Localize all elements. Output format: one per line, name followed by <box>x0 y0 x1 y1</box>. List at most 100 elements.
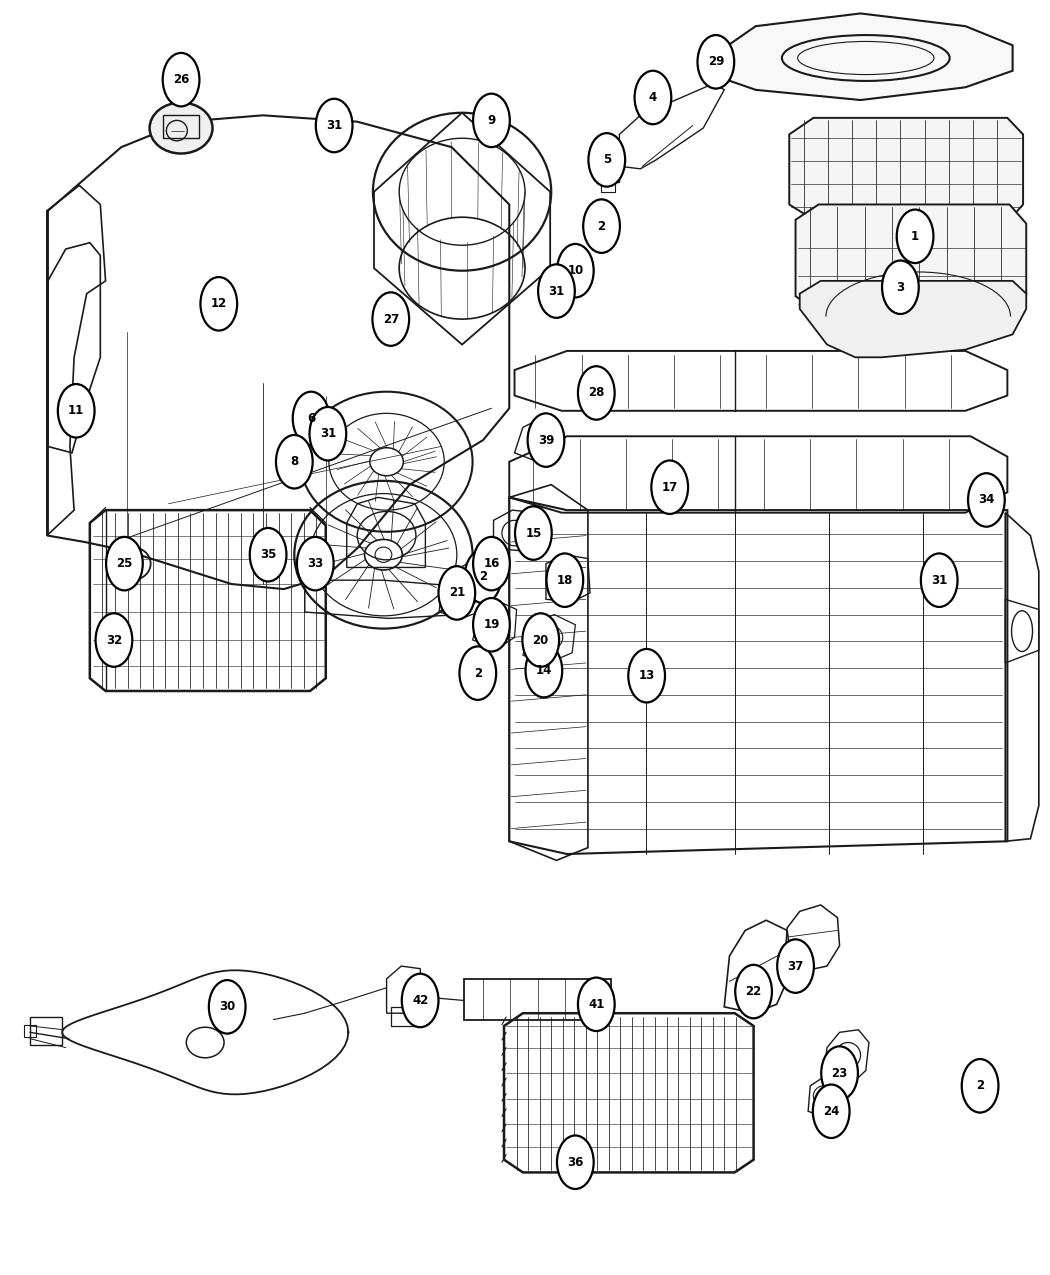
Ellipse shape <box>250 528 287 581</box>
Ellipse shape <box>96 613 132 667</box>
Text: 11: 11 <box>68 404 84 417</box>
Ellipse shape <box>651 460 688 514</box>
Text: 31: 31 <box>548 284 565 297</box>
Bar <box>391 1007 418 1026</box>
Ellipse shape <box>201 277 237 330</box>
Ellipse shape <box>310 407 347 460</box>
Ellipse shape <box>556 1136 593 1190</box>
Text: 33: 33 <box>308 557 323 570</box>
Ellipse shape <box>276 435 313 488</box>
Text: 1: 1 <box>911 230 919 242</box>
Text: 28: 28 <box>588 386 605 399</box>
Ellipse shape <box>777 940 814 993</box>
Ellipse shape <box>439 566 476 620</box>
Ellipse shape <box>921 553 958 607</box>
Text: 20: 20 <box>532 634 549 646</box>
Ellipse shape <box>163 54 200 106</box>
Ellipse shape <box>523 613 559 667</box>
Polygon shape <box>796 204 1026 314</box>
Text: 13: 13 <box>638 669 655 682</box>
Text: 15: 15 <box>525 527 542 539</box>
Ellipse shape <box>897 209 933 263</box>
Text: 27: 27 <box>382 312 399 325</box>
Text: 19: 19 <box>483 618 500 631</box>
Ellipse shape <box>583 199 619 252</box>
Text: 2: 2 <box>474 667 482 680</box>
Text: 31: 31 <box>327 119 342 133</box>
Text: 34: 34 <box>979 493 994 506</box>
Ellipse shape <box>578 366 614 419</box>
Ellipse shape <box>588 133 625 186</box>
Text: 2: 2 <box>976 1080 984 1093</box>
Ellipse shape <box>578 978 614 1031</box>
Ellipse shape <box>813 1085 849 1139</box>
Ellipse shape <box>697 36 734 88</box>
Bar <box>24 1025 37 1038</box>
Text: 23: 23 <box>832 1067 847 1080</box>
Text: 14: 14 <box>536 664 552 677</box>
Ellipse shape <box>293 391 330 445</box>
Text: 6: 6 <box>307 412 315 425</box>
Ellipse shape <box>962 1060 999 1113</box>
Text: 37: 37 <box>788 960 803 973</box>
Text: 25: 25 <box>117 557 132 570</box>
Ellipse shape <box>209 980 246 1034</box>
Ellipse shape <box>968 473 1005 527</box>
Ellipse shape <box>149 102 212 153</box>
Text: 17: 17 <box>662 481 678 493</box>
Ellipse shape <box>628 649 665 703</box>
Polygon shape <box>719 14 1012 99</box>
Text: 21: 21 <box>448 586 465 599</box>
Text: 9: 9 <box>487 113 496 128</box>
Ellipse shape <box>735 965 772 1019</box>
Ellipse shape <box>58 384 94 437</box>
Ellipse shape <box>402 974 439 1028</box>
Text: 2: 2 <box>479 570 487 583</box>
Text: 39: 39 <box>538 434 554 446</box>
Text: 26: 26 <box>173 73 189 87</box>
Text: 36: 36 <box>567 1155 584 1169</box>
Text: 41: 41 <box>588 998 605 1011</box>
Text: 22: 22 <box>746 986 761 998</box>
Text: 2: 2 <box>597 219 606 232</box>
Bar <box>30 1017 62 1046</box>
Ellipse shape <box>460 646 497 700</box>
Ellipse shape <box>465 550 502 603</box>
Text: 16: 16 <box>483 557 500 570</box>
Ellipse shape <box>546 553 583 607</box>
Text: 35: 35 <box>260 548 276 561</box>
Text: 5: 5 <box>603 153 611 167</box>
Ellipse shape <box>634 70 671 124</box>
Text: 31: 31 <box>320 427 336 440</box>
Polygon shape <box>790 117 1023 219</box>
Ellipse shape <box>106 537 143 590</box>
Text: 12: 12 <box>211 297 227 310</box>
Ellipse shape <box>474 93 510 147</box>
Ellipse shape <box>474 598 510 652</box>
Polygon shape <box>800 280 1026 357</box>
Ellipse shape <box>297 537 334 590</box>
Text: 10: 10 <box>567 264 584 277</box>
Text: 31: 31 <box>931 574 947 586</box>
Ellipse shape <box>538 264 574 317</box>
Text: 30: 30 <box>219 1001 235 1014</box>
Text: 18: 18 <box>556 574 573 586</box>
Bar <box>464 979 611 1020</box>
Text: 4: 4 <box>649 91 657 105</box>
Text: 8: 8 <box>290 455 298 468</box>
Bar <box>163 115 198 138</box>
Bar <box>601 176 615 191</box>
Ellipse shape <box>373 292 410 346</box>
Text: 42: 42 <box>412 994 428 1007</box>
Ellipse shape <box>474 537 510 590</box>
Ellipse shape <box>821 1047 858 1100</box>
Text: 24: 24 <box>823 1104 839 1118</box>
Ellipse shape <box>556 244 593 297</box>
Ellipse shape <box>882 260 919 314</box>
Ellipse shape <box>525 644 562 697</box>
Text: 32: 32 <box>106 634 122 646</box>
Text: 29: 29 <box>708 55 724 69</box>
Ellipse shape <box>316 98 353 152</box>
Text: 3: 3 <box>897 280 904 293</box>
Bar <box>596 158 620 181</box>
